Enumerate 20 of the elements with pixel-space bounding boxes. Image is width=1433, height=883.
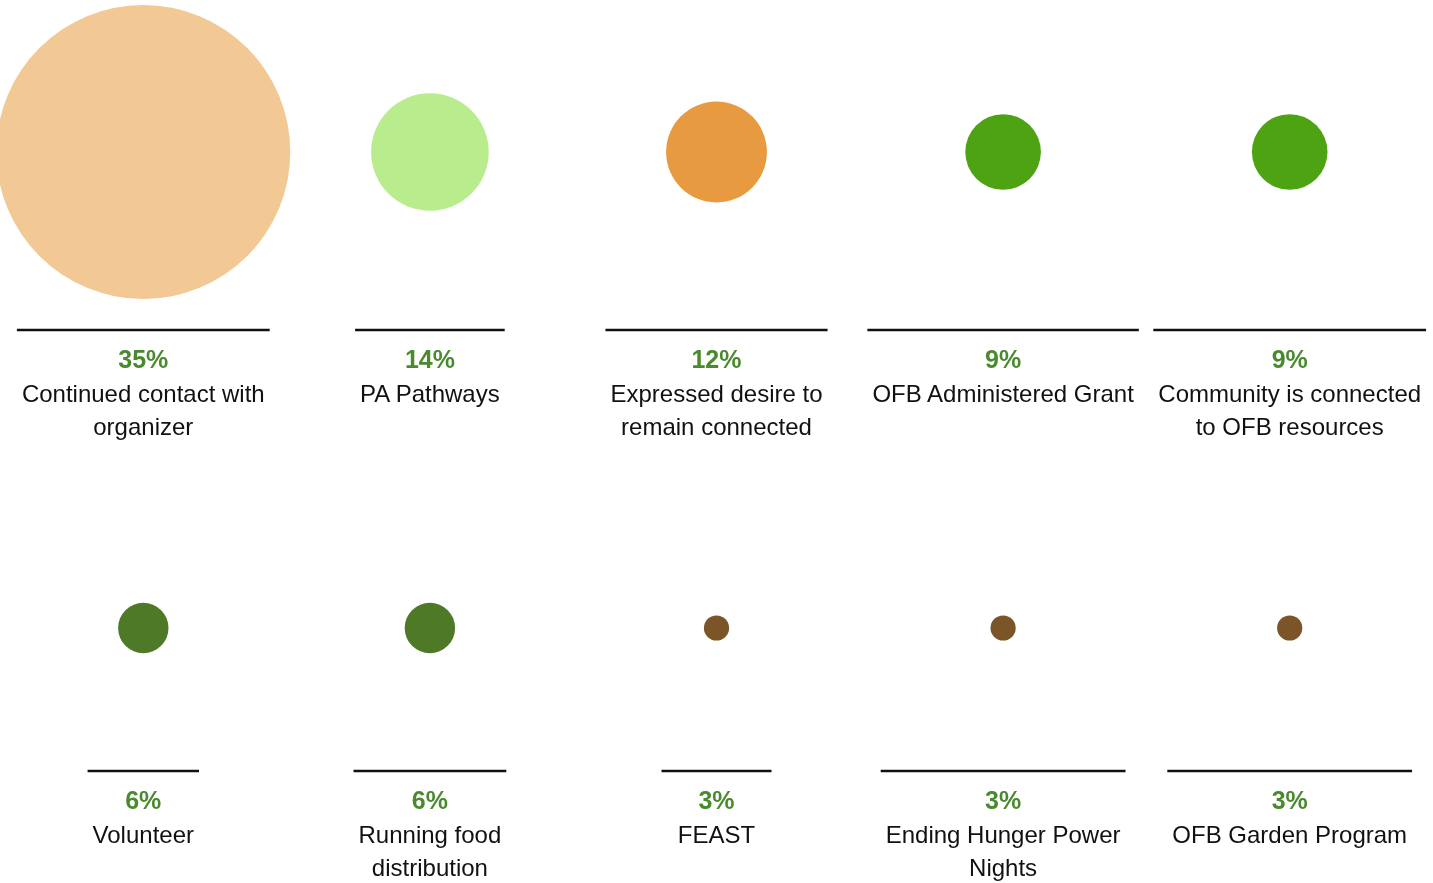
category-label: OFB Garden Program — [1172, 821, 1408, 848]
data-label: 9% — [1271, 345, 1308, 373]
category-label: PA Pathways — [360, 380, 500, 407]
category-label: Ending Hunger Power Nights — [885, 821, 1121, 881]
data-label: 12% — [691, 345, 742, 373]
data-label: 9% — [985, 345, 1022, 373]
category-label: Continued contact with organizer — [21, 380, 265, 440]
data-label: 3% — [698, 786, 735, 814]
category-label: Community is connected to OFB resources — [1158, 380, 1422, 440]
category-label: Running food distribution — [358, 821, 502, 881]
category-label: Volunteer — [92, 821, 195, 848]
category-label: OFB Administered Grant — [872, 380, 1135, 407]
category-label: FEAST — [677, 821, 756, 848]
category-label: Expressed desire to remain connected — [610, 380, 823, 440]
data-label: 35% — [118, 345, 169, 373]
data-label: 3% — [1271, 786, 1308, 814]
data-label: 14% — [404, 345, 455, 373]
data-label: 6% — [125, 786, 162, 814]
data-label: 3% — [985, 786, 1022, 814]
data-label: 6% — [411, 786, 448, 814]
